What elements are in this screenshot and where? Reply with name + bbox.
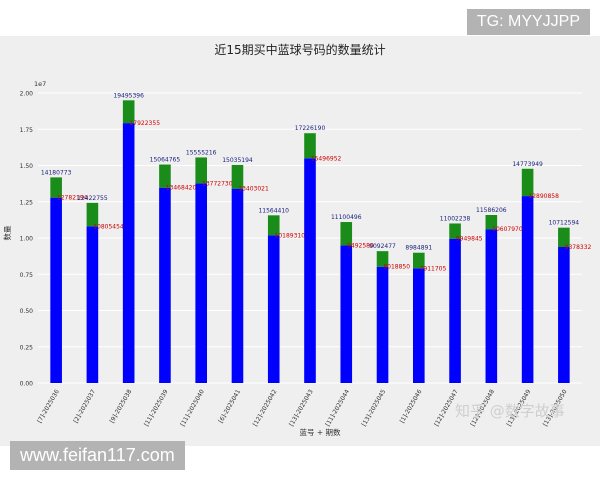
total-label: 10712594: [549, 220, 580, 227]
total-label: 11002238: [440, 215, 471, 222]
bar-base: [122, 123, 135, 383]
y-offset-label: 1e7: [34, 80, 46, 88]
x-tick-label: [13]-2025045: [361, 388, 388, 427]
watermark-zhihu: 知乎 @数字故事: [455, 402, 565, 420]
bar-base: [86, 226, 99, 383]
base-label: 9492580: [347, 242, 374, 249]
bar-base: [159, 187, 171, 383]
chart-title: 近15期买中蓝球号码的数量统计: [214, 42, 385, 57]
bar-top: [521, 168, 534, 197]
x-tick-label: [12]-2025042: [252, 388, 279, 427]
base-label: 13468420: [166, 185, 197, 192]
x-tick-label: [9]-2025038: [109, 388, 134, 424]
total-label: 14180773: [41, 169, 72, 176]
bar-chart: 近15期买中蓝球号码的数量统计 1e7 蓝号 + 期数 数量 0.000.250…: [2, 42, 592, 437]
bar-top: [412, 252, 425, 269]
bar-base: [521, 196, 534, 383]
base-label: 12890858: [528, 193, 559, 200]
base-label: 9949845: [456, 236, 483, 243]
bars: [50, 100, 570, 383]
watermark-top: TG: MYYJJPP: [466, 9, 590, 35]
bar-base: [340, 245, 353, 383]
total-label: 15035194: [222, 157, 253, 164]
x-tick-label: [6]-2025041: [217, 388, 242, 424]
base-label: 10189310: [275, 232, 306, 239]
watermark-bottom: www.feifan117.com: [10, 441, 185, 470]
base-label: 7911705: [420, 265, 447, 272]
x-tick-label: [13]-2025043: [288, 388, 315, 427]
y-tick-label: 0.00: [20, 381, 34, 388]
bar-base: [50, 197, 62, 383]
x-tick-label: [11]-2025040: [179, 388, 206, 427]
base-label: 10607970: [492, 226, 523, 233]
base-label: 13403021: [238, 186, 269, 193]
base-label: 10805454: [93, 223, 124, 230]
total-label: 9092477: [369, 243, 396, 250]
base-label: 9378332: [565, 244, 592, 251]
bar-top: [304, 133, 316, 159]
bar-base: [195, 183, 208, 383]
total-label: 15064765: [150, 157, 181, 164]
bar-top: [122, 100, 135, 124]
y-tick-label: 1.00: [20, 236, 34, 243]
y-tick-label: 1.25: [20, 199, 34, 206]
x-tick-label: [1]-2025046: [399, 388, 424, 424]
total-label: 11564410: [258, 207, 289, 214]
chart-figure: 近15期买中蓝球号码的数量统计 1e7 蓝号 + 期数 数量 0.00 0.25 0…: [0, 36, 600, 446]
bar-base: [267, 235, 280, 383]
base-label: 15496952: [311, 155, 342, 162]
y-axis-label: 数量: [2, 225, 12, 240]
bar-top: [449, 223, 461, 239]
total-label: 17226190: [295, 125, 326, 132]
bar-top: [558, 227, 570, 248]
base-label: 17922355: [129, 120, 160, 127]
total-label: 11586206: [476, 207, 507, 214]
bar-base: [412, 268, 425, 383]
bar-top: [86, 202, 99, 227]
x-tick-label: [11]-2025039: [143, 388, 170, 427]
x-axis-label: 蓝号 + 期数: [299, 427, 341, 437]
bar-top: [231, 164, 244, 189]
y-tick-label: 1.50: [20, 163, 34, 170]
x-tick-label: [11]-2025044: [324, 388, 351, 427]
total-label: 11100496: [331, 214, 362, 221]
bar-top: [376, 251, 389, 267]
y-tick-label: 1.75: [20, 127, 34, 134]
total-label: 12422755: [77, 195, 108, 202]
bar-base: [376, 266, 389, 383]
bar-top: [485, 215, 498, 230]
bar-top: [267, 215, 280, 236]
total-label: 19495396: [113, 92, 144, 99]
total-label: 14773949: [512, 161, 543, 168]
bar-base: [231, 188, 244, 383]
base-label: 13772730: [202, 180, 233, 187]
base-label: 8018850: [383, 264, 410, 271]
bar-base: [304, 158, 316, 383]
bar-base: [449, 238, 461, 383]
base-label: 12782194: [57, 195, 88, 202]
y-tick-label: 0.25: [20, 344, 34, 351]
y-ticks: 0.00 0.25 0.50 0.75 1.00 1.25 1.50 1.75 2.00: [20, 91, 34, 388]
y-tick-label: 2.00: [20, 91, 34, 98]
bar-base: [558, 247, 570, 383]
x-tick-label: [7]-2025036: [36, 388, 61, 424]
total-label: 8984891: [405, 245, 432, 252]
bar-top: [50, 177, 62, 198]
y-tick-label: 0.50: [20, 308, 34, 315]
y-tick-label: 0.75: [20, 272, 34, 279]
x-tick-label: [2]-2025037: [72, 388, 97, 424]
bar-top: [159, 164, 171, 188]
bar-top: [195, 157, 208, 184]
bar-base: [485, 229, 498, 383]
total-label: 15555216: [186, 149, 217, 156]
bar-top: [340, 222, 353, 246]
